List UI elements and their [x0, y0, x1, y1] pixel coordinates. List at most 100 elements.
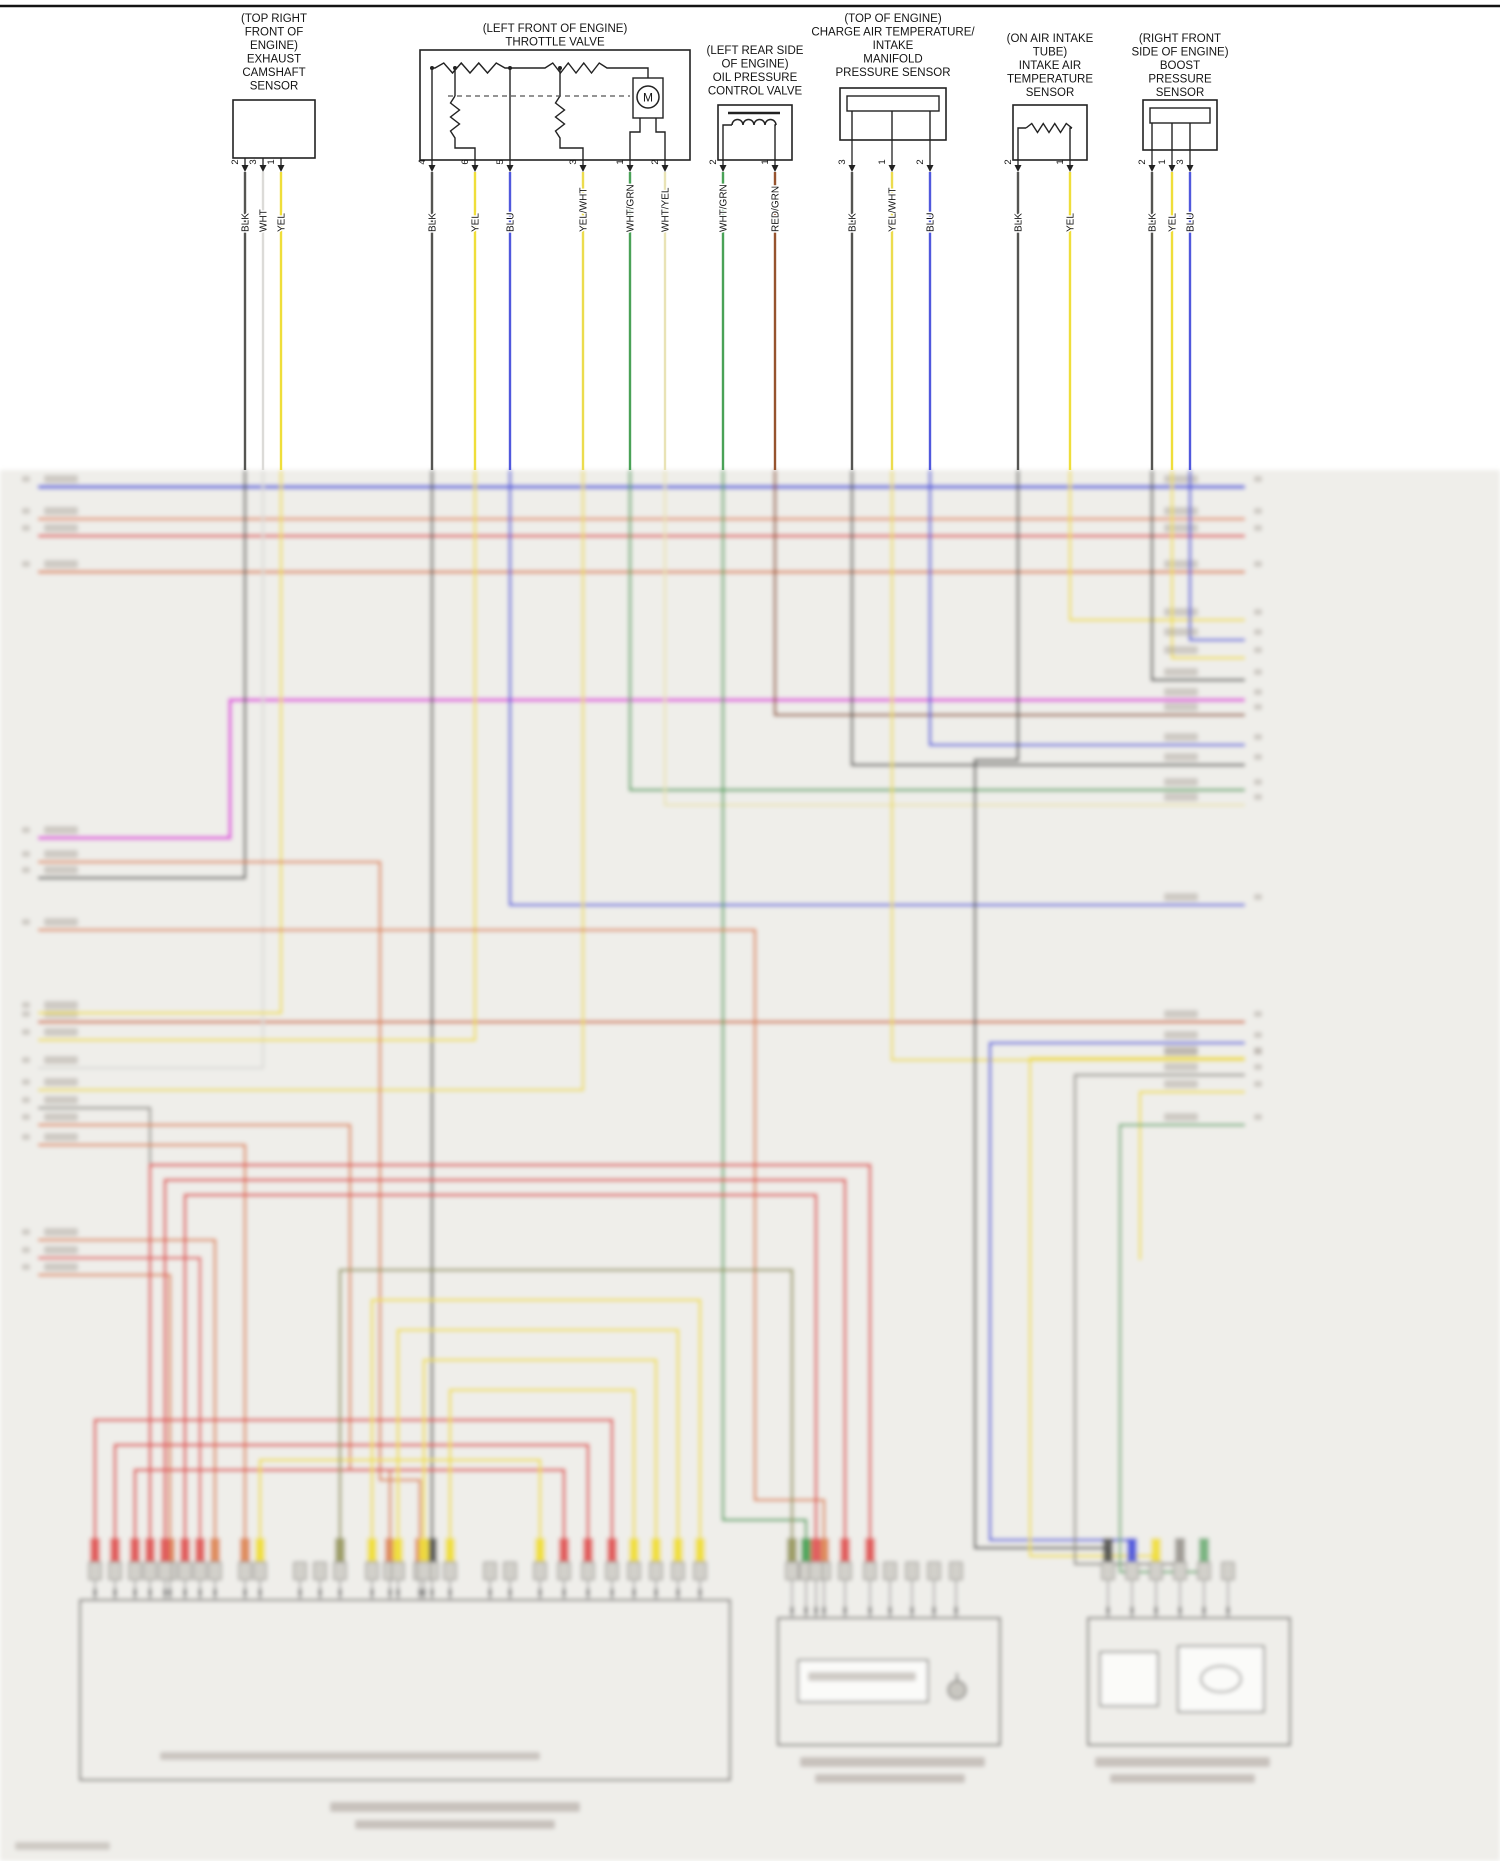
wire-color-label: BLK	[1148, 213, 1159, 232]
illegible-wire-label	[44, 826, 78, 834]
pin-number: 1	[877, 159, 888, 164]
pin-number: 6	[460, 159, 471, 164]
illegible-row-number	[1254, 1032, 1262, 1038]
illegible-row-number	[22, 1011, 30, 1017]
wire-color-label: BLK	[428, 213, 439, 232]
junction-dot	[508, 66, 512, 70]
wire	[133, 1468, 566, 1580]
illegible-wire-label	[44, 918, 78, 926]
illegible-row-number	[1254, 525, 1262, 531]
connector-arrow-icon	[848, 165, 856, 172]
illegible-row-number	[1254, 794, 1262, 800]
connector-pin	[1149, 1561, 1163, 1581]
wire-sleeve	[180, 1538, 190, 1562]
component-title-line: TUBE)	[1033, 47, 1068, 59]
pin-number: 3	[568, 159, 579, 164]
illegible-row-number	[1254, 609, 1262, 615]
illegible-caption	[815, 1774, 965, 1783]
pin-number: 1	[1157, 159, 1168, 164]
connector-arrow-icon	[626, 165, 634, 172]
connector-pin	[391, 1561, 405, 1581]
connector-arrow-icon	[471, 165, 479, 172]
illegible-row-number	[22, 1134, 30, 1140]
wire-sleeve	[445, 1538, 455, 1562]
wire-sleeve	[255, 1538, 265, 1562]
connector-pin	[533, 1561, 547, 1581]
illegible-pin-number	[93, 1589, 97, 1596]
wire-sleeve	[110, 1538, 120, 1562]
component-title-line: (LEFT FRONT OF ENGINE)	[483, 23, 628, 35]
ecm-main-connector	[79, 1599, 731, 1781]
wire	[1170, 470, 1245, 660]
illegible-row-number	[1254, 1064, 1262, 1070]
connector-pin	[503, 1561, 517, 1581]
illegible-pin-number	[396, 1589, 400, 1596]
illegible-wire-label	[1164, 668, 1198, 676]
wire-color-label: BLU	[926, 213, 937, 232]
wire-color-label: WHT/YEL	[661, 187, 672, 232]
pin-number: 3	[1175, 159, 1186, 164]
connector-arrow-icon	[277, 165, 285, 172]
illegible-row-number	[22, 1029, 30, 1035]
illegible-pin-number	[258, 1589, 262, 1596]
wire-color-label: WHT/GRN	[626, 184, 637, 232]
pin-number: 3	[248, 159, 259, 164]
wire-sleeve	[419, 1538, 429, 1562]
connector-pin	[178, 1561, 192, 1581]
wire	[38, 470, 477, 1042]
wire-sleeve	[840, 1538, 850, 1562]
illegible-pin-number	[790, 1607, 794, 1614]
component-manifold-pressure-sensor: (TOP OF ENGINE) CHARGE AIR TEMPERATURE/IN…	[811, 13, 975, 470]
pin-number: 1	[760, 159, 771, 164]
wire-color-label: BLK	[241, 213, 252, 232]
illegible-row-number	[22, 1247, 30, 1253]
pin-number: 2	[650, 159, 661, 164]
wire-sleeve	[130, 1538, 140, 1562]
component-title-line: CHARGE AIR TEMPERATURE/	[811, 27, 975, 39]
wire-sleeve	[393, 1538, 403, 1562]
wire-sleeve	[210, 1538, 220, 1562]
illegible-wire-label	[44, 1056, 78, 1064]
illegible-caption	[355, 1820, 555, 1829]
component-title-line: THROTTLE VALVE	[505, 37, 605, 49]
illegible-pin-number	[676, 1589, 680, 1596]
connector-arrow-icon	[241, 165, 249, 172]
illegible-wire-label	[44, 1028, 78, 1036]
inner-module-box	[1099, 1651, 1159, 1707]
illegible-pin-number	[843, 1607, 847, 1614]
wire	[396, 1328, 680, 1580]
connector-pin	[333, 1561, 347, 1581]
wire-color-label: YEL	[277, 213, 288, 232]
illegible-wire-label	[1164, 703, 1198, 711]
illegible-caption	[1110, 1774, 1255, 1783]
connector-pin	[581, 1561, 595, 1581]
illegible-row-number	[1254, 894, 1262, 900]
connector-arrow-icon	[926, 165, 934, 172]
connector-arrow-icon	[719, 165, 727, 172]
wire-color-label: YEL	[1168, 213, 1179, 232]
illegible-wire-label	[1164, 1063, 1198, 1071]
wire	[93, 1418, 614, 1580]
connector-arrow-icon	[1186, 165, 1194, 172]
wire-sleeve	[673, 1538, 683, 1562]
wire	[38, 1273, 172, 1580]
lead	[774, 124, 776, 160]
illegible-wire-label	[1164, 646, 1198, 654]
pin-number: 2	[708, 159, 719, 164]
illegible-row-number	[22, 476, 30, 482]
pin-number: 2	[915, 159, 926, 164]
illegible-pin-number	[538, 1589, 542, 1596]
illegible-pin-number	[814, 1607, 818, 1614]
illegible-wire-label	[44, 1113, 78, 1121]
illegible-pin-number	[243, 1589, 247, 1596]
illegible-row-number	[22, 508, 30, 514]
wire-color-label: YEL/WHT	[579, 188, 590, 232]
resistor-track	[432, 61, 649, 78]
junction-dot	[430, 66, 434, 70]
connector-pin	[88, 1561, 102, 1581]
illegible-wire-label	[1164, 1010, 1198, 1018]
illegible-wire-label	[44, 1263, 78, 1271]
component-title-line: (LEFT REAR SIDE	[707, 45, 804, 57]
illegible-pin-number	[298, 1589, 302, 1596]
